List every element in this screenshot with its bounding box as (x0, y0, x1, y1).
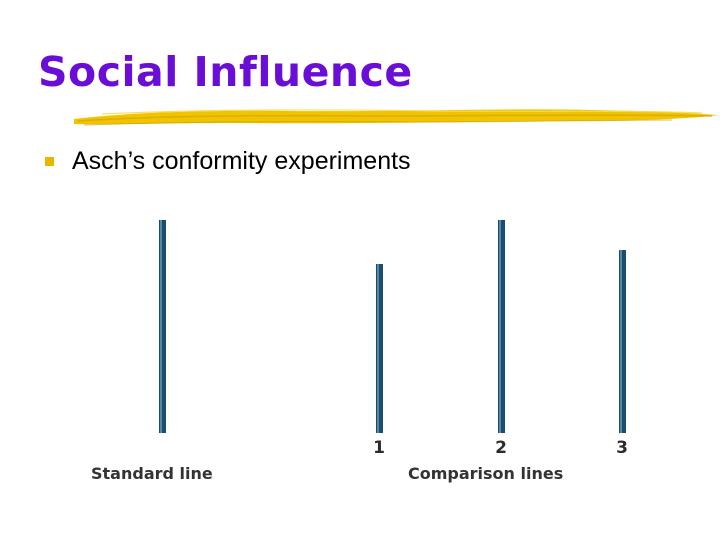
standard-line (159, 220, 166, 433)
comparison-number-1: 1 (373, 438, 385, 458)
standard-line-label: Standard line (91, 464, 213, 483)
comparison-line-2 (498, 220, 505, 433)
title-underline-brush (74, 109, 718, 126)
comparison-lines-label: Comparison lines (408, 464, 563, 483)
comparison-number-3: 3 (616, 438, 628, 458)
bullet-text: Asch’s conformity experiments (72, 146, 411, 175)
comparison-line-3 (619, 250, 626, 433)
comparison-number-2: 2 (495, 438, 507, 458)
slide-title: Social Influence (38, 48, 413, 96)
bullet-item: Asch’s conformity experiments (45, 146, 411, 176)
square-bullet-icon (45, 156, 54, 166)
comparison-line-1 (376, 264, 383, 433)
